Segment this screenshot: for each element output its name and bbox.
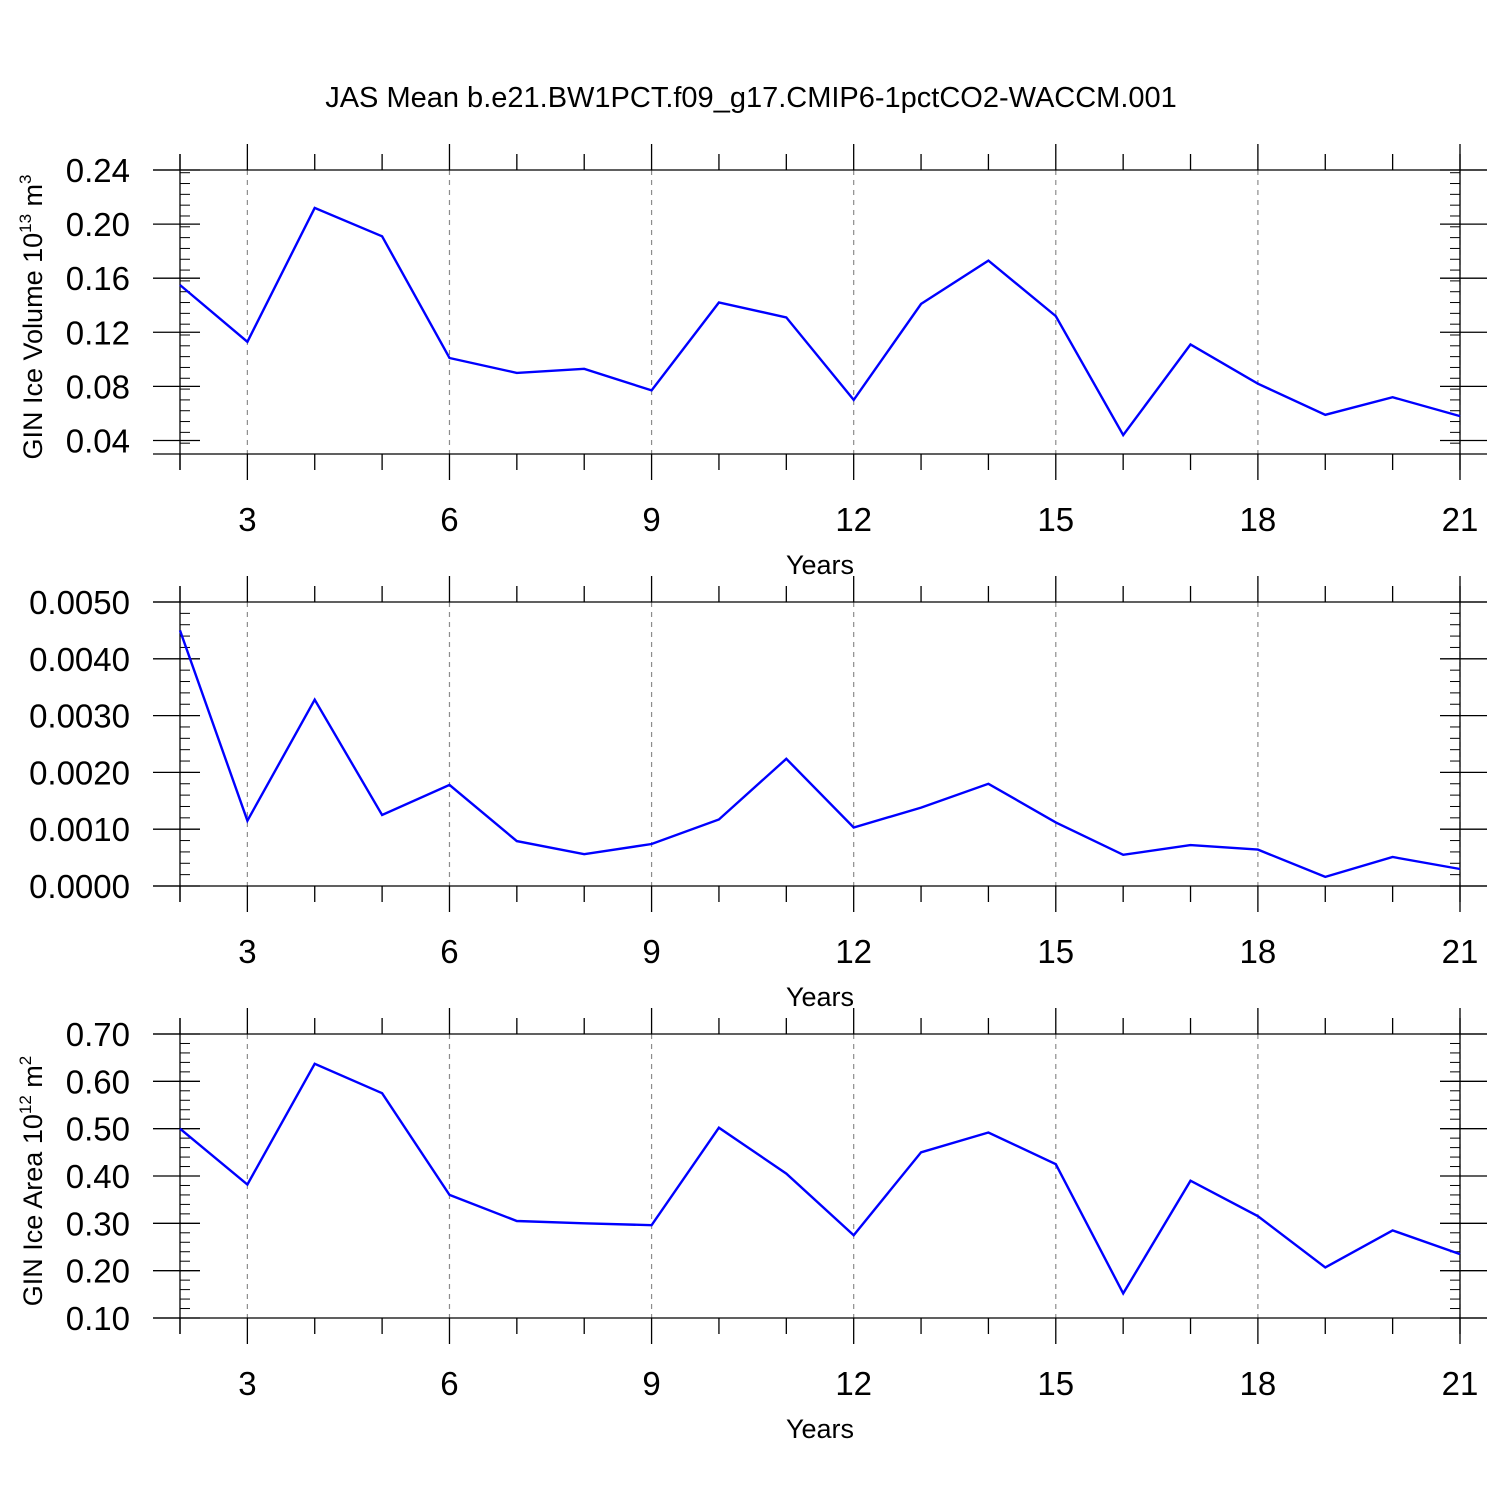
x-tick-label: 18 (1240, 933, 1277, 970)
series-line (179, 1062, 1461, 1296)
x-tick-label: 3 (238, 933, 256, 970)
x-tick-label: 12 (835, 1365, 872, 1402)
x-axis-label: Years (786, 550, 854, 580)
y-tick-label: 0.0020 (29, 754, 130, 791)
x-tick-label: 6 (440, 933, 458, 970)
y-tick-label: 0.70 (66, 1016, 130, 1053)
panel-2: 3 6 9 12 15 18 21 0.0000 0.0010 0.0020 0.0030 0.004… (29, 576, 1487, 1012)
y-tick-label: 0.12 (66, 314, 130, 351)
chart-panels: 3 6 9 12 15 18 21 0.04 0.08 0.12 0.16 0.20 0.24 Years… (16, 144, 1487, 1444)
y-ticks (153, 1033, 1487, 1319)
x-tick-label: 15 (1037, 501, 1074, 538)
series-line (179, 206, 1461, 438)
y-tick-label: 0.0000 (29, 868, 130, 905)
y-tick-label: 0.0010 (29, 811, 130, 848)
y-tick-label: 0.30 (66, 1205, 130, 1242)
x-tick-label: 15 (1037, 933, 1074, 970)
y-tick-label: 0.20 (66, 1253, 130, 1290)
y-ticks (153, 601, 1487, 887)
axes-frame (153, 154, 1487, 470)
y-tick-label: 0.20 (66, 206, 130, 243)
x-tick-label: 21 (1442, 501, 1479, 538)
axes-frame (153, 586, 1487, 902)
x-tick-labels: 3 6 9 12 15 18 21 (238, 933, 1478, 970)
x-axis-label: Years (786, 1414, 854, 1444)
panel-1: 3 6 9 12 15 18 21 0.04 0.08 0.12 0.16 0.20 0.24 Years… (16, 144, 1487, 580)
y-tick-label: 0.24 (66, 152, 130, 189)
x-ticks (179, 144, 1461, 480)
y-tick-label: 0.50 (66, 1111, 130, 1148)
series-line (178, 629, 1461, 879)
y-tick-label: 0.10 (66, 1300, 130, 1337)
x-tick-label: 3 (238, 1365, 256, 1402)
x-ticks (179, 576, 1461, 912)
y-tick-label: 0.60 (66, 1063, 130, 1100)
y-tick-labels: 0.0000 0.0010 0.0020 0.0030 0.0040 0.0050 (29, 584, 130, 905)
x-tick-label: 9 (642, 1365, 660, 1402)
y-ticks (153, 169, 1487, 455)
x-tick-labels: 3 6 9 12 15 18 21 (238, 1365, 1478, 1402)
x-tick-label: 6 (440, 501, 458, 538)
x-tick-label: 21 (1442, 1365, 1479, 1402)
x-tick-labels: 3 6 9 12 15 18 21 (238, 501, 1478, 538)
y-tick-label: 0.0030 (29, 698, 130, 735)
x-tick-label: 15 (1037, 1365, 1074, 1402)
x-tick-label: 9 (642, 933, 660, 970)
y-tick-label: 0.0050 (29, 584, 130, 621)
y-axis-label: GIN Ice Area 1012 m2 (16, 1056, 48, 1307)
figure-title: JAS Mean b.e21.BW1PCT.f09_g17.CMIP6-1pct… (325, 82, 1177, 114)
x-tick-label: 12 (835, 933, 872, 970)
x-ticks (179, 1008, 1461, 1344)
y-tick-label: 0.0040 (29, 641, 130, 678)
y-tick-label: 0.04 (66, 422, 130, 459)
panel-3: 3 6 9 12 15 18 21 0.10 0.20 0.30 0.40 0.50 0.60 0.70 Y… (16, 1008, 1487, 1444)
x-tick-label: 12 (835, 501, 872, 538)
y-tick-label: 0.08 (66, 368, 130, 405)
y-tick-labels: 0.10 0.20 0.30 0.40 0.50 0.60 0.70 (66, 1016, 130, 1337)
x-tick-label: 6 (440, 1365, 458, 1402)
x-tick-label: 18 (1240, 1365, 1277, 1402)
y-tick-label: 0.40 (66, 1158, 130, 1195)
x-tick-label: 21 (1442, 933, 1479, 970)
x-tick-label: 3 (238, 501, 256, 538)
y-tick-labels: 0.04 0.08 0.12 0.16 0.20 0.24 (66, 152, 130, 459)
x-tick-label: 18 (1240, 501, 1277, 538)
y-axis-label: GIN Ice Volume 1013 m3 (16, 174, 48, 459)
x-axis-label: Years (786, 982, 854, 1012)
x-tick-label: 9 (642, 501, 660, 538)
y-tick-label: 0.16 (66, 260, 130, 297)
